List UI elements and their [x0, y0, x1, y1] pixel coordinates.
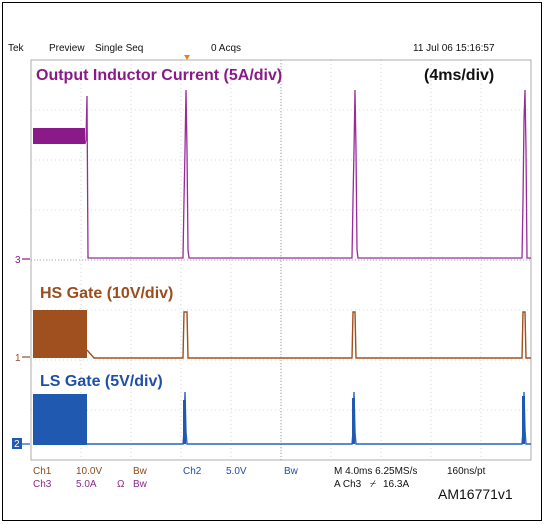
svg-text:1: 1 [15, 353, 21, 364]
timebase-readout: M 4.0ms 6.25MS/s [334, 466, 418, 477]
trace-inductor-current [33, 89, 531, 259]
trace-ls-gate [33, 391, 531, 445]
ch2-scale: 5.0V [226, 466, 247, 477]
marker-ch2: 2 [12, 438, 30, 450]
ch1-scale: 10.0V [76, 466, 103, 477]
graticule [30, 59, 532, 461]
acqs-label: 0 Acqs [211, 43, 242, 54]
ch2-label: Ch2 [183, 466, 202, 477]
ch3-label: Ch3 [33, 479, 52, 490]
trigger-position-icon [184, 55, 190, 60]
timebase-annotation: (4ms/div) [424, 67, 494, 84]
ch3-bandwidth: Bw [133, 479, 147, 490]
trigger-level: 16.3A [383, 479, 410, 490]
ohm-icon: Ω [117, 479, 125, 490]
trigger-source: A Ch3 [334, 479, 362, 490]
trace-label-ls-gate: LS Gate (5V/div) [40, 373, 163, 390]
figure-code: AM16771v1 [438, 486, 513, 502]
ch2-bandwidth: Bw [284, 466, 298, 477]
marker-ch1: 1 [15, 353, 30, 364]
ch3-scale: 5.0A [76, 479, 97, 490]
ch1-label: Ch1 [33, 466, 52, 477]
resolution-readout: 160ns/pt [447, 466, 486, 477]
datetime-label: 11 Jul 06 15:16:57 [413, 43, 495, 54]
seq-label: Single Seq [95, 43, 144, 54]
trace-hs-gate [33, 310, 531, 359]
trace-label-hs-gate: HS Gate (10V/div) [40, 285, 173, 302]
marker-ch3: 3 [15, 255, 30, 266]
svg-text:2: 2 [14, 439, 20, 450]
brand-label: Tek [8, 43, 24, 54]
ch1-bandwidth: Bw [133, 466, 147, 477]
trigger-slope-icon: ⌿ [370, 479, 376, 490]
mode-label: Preview [49, 43, 85, 54]
svg-text:3: 3 [15, 255, 21, 266]
trace-label-inductor-current: Output Inductor Current (5A/div) [36, 67, 282, 84]
